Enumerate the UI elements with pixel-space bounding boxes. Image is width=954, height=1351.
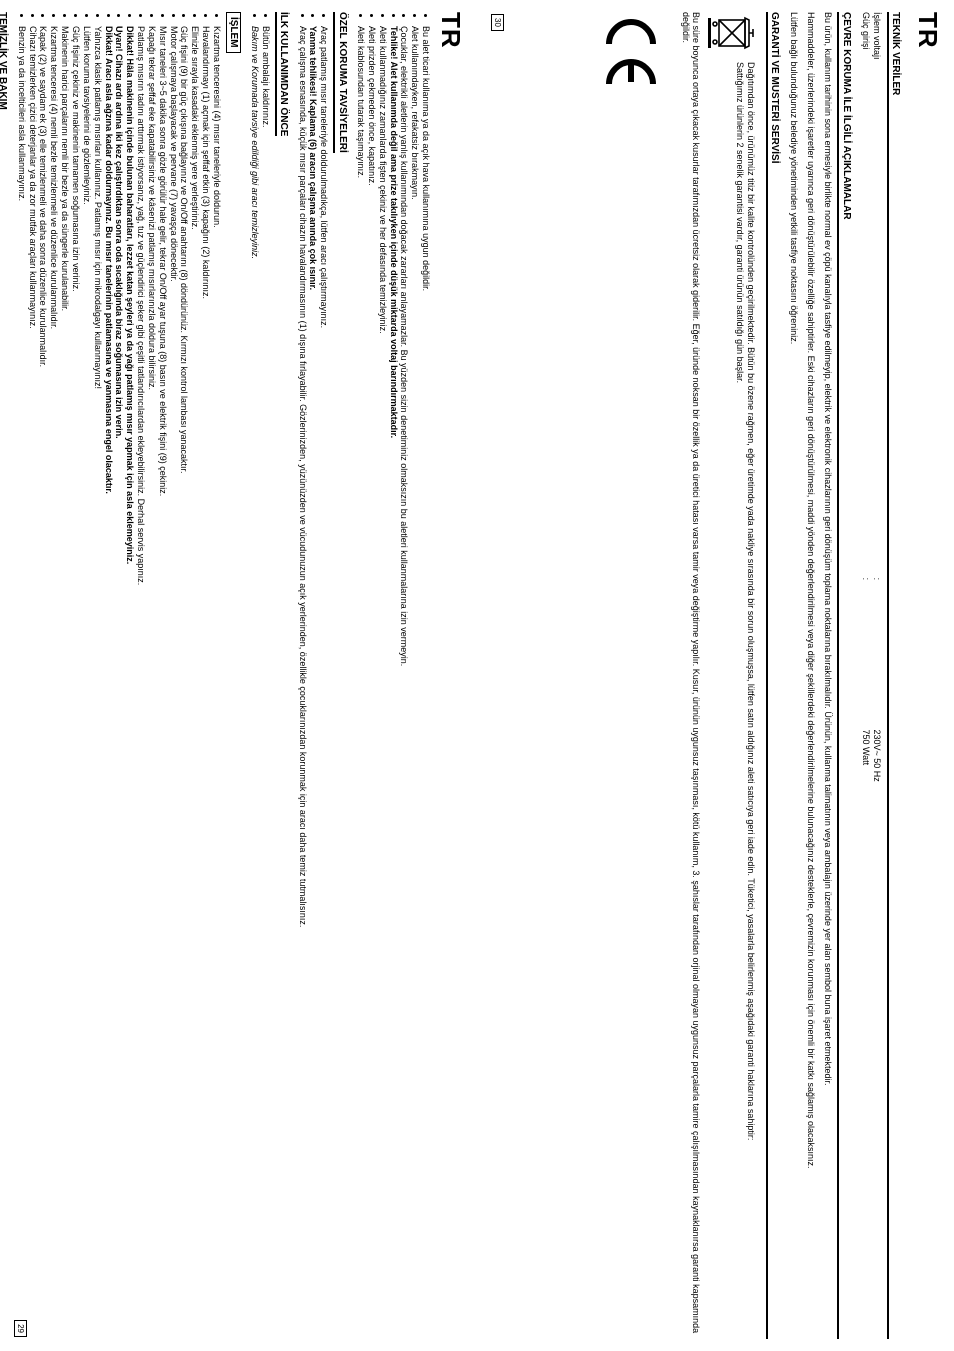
intro-bullets: Bu alet ticari kullanıma ya da açık hava… (356, 12, 431, 1339)
sec-teknik-title: TEKNİK VERİLER (887, 12, 902, 1339)
page-left-content: TR Bu alet ticari kullanıma ya da açık h… (12, 12, 465, 1339)
ilk-b0: Bütün ambalajı kaldırınız. (260, 26, 270, 1339)
intro-b1: Alet kullanımdayken, refakatsiz bırakmay… (410, 26, 420, 1339)
is-b5: Mısır taneleri 3~5 dakika sonra gözle gö… (157, 26, 167, 1339)
cevre-p1: Bu ürün, kullanım tarihinin sona ermesiy… (823, 12, 833, 1339)
is-b4: Motor çalışmaya başlayacak ve pervane (7… (168, 26, 178, 1339)
sec-temizlik-title: TEMİZLİK VE BAKIM (0, 12, 8, 110)
sec-cevre-title: ÇEVRE KORUMA İLE İLGİLİ AÇIKLAMALAR (837, 12, 852, 1339)
weee-row: Dağıtımdan önce, ürünümüz titiz bir kali… (707, 12, 757, 1339)
spec-k0: İşlem voltajı (871, 12, 881, 578)
is-b17: Cihazı temizlerken çizici deterjanlar ya… (27, 26, 37, 1339)
page-right: TR TEKNİK VERİLER İşlem voltajı : 230V~ … (477, 0, 954, 1351)
ozel-b1: Yanma tehlikesi! Kaplama (6) aracın çalı… (308, 26, 318, 1339)
garanti-text: Dağıtımdan önce, ürünümüz titiz bir kali… (733, 62, 757, 1140)
intro-b5: Aleti prizden çekmeden önce, kapatınız. (367, 26, 377, 1339)
spec-k1: Güç girişi (861, 12, 871, 578)
is-b15: Kızartma tenceresi (4) nemli bezle temiz… (49, 26, 59, 1339)
page-num-29: 29 (14, 1320, 27, 1337)
spec-s1: : (861, 578, 871, 730)
sec-islem-title: İŞLEM (226, 12, 242, 53)
country-code: TR (435, 12, 465, 1339)
ozel-b2: Araç çalışma esnasında, küçük mısır parç… (297, 26, 307, 1339)
cevre-p2: Hammaddeler, üzerlerindeki işaretler uya… (806, 12, 816, 1339)
is-b0: Kızartma tenceresini (4) mısır taneleriy… (212, 26, 222, 1339)
ozel-b0: Araç patlamış mısır taneleriyle doldurul… (319, 26, 329, 1339)
spec-row-1: Güç girişi : 750 Watt (861, 12, 871, 1339)
intro-b6: Aleti kablosundan tutarak taşımayınız. (356, 26, 366, 1339)
country-code-r: TR (912, 12, 942, 1339)
sec-ozel-title: ÖZEL KORUMA TAVSİYELERİ (333, 12, 348, 153)
spec-table: İşlem voltajı : 230V~ 50 Hz Güç girişi :… (861, 12, 882, 1339)
garanti-after: Sattığımız ürünlerin 2 senelik garantisi… (734, 62, 744, 1140)
sec-garanti-title: GARANTİ VE MUSTERİ SERVİSİ (766, 12, 781, 1339)
garanti-p2: Bu süre boyunca ortaya çıkacak kusurlar … (680, 12, 701, 1339)
intro-b2: Çocuklar, elektrikli aletlerin yanlış ku… (399, 26, 409, 1339)
is-b2: Elinizle sırayla kasadaki eklenmiş yere … (190, 26, 200, 1339)
ce-mark (601, 12, 659, 1339)
ozel-bullets: Araç patlamış mısır taneleriyle doldurul… (297, 12, 329, 1339)
is-b14: Makinenin harici parçalarını nemli bir b… (60, 26, 70, 1339)
is-b3: Güç fişini (9) bir güç çıkışına bağlayın… (179, 26, 189, 1339)
is-b1: Havalandırmayı (1) açmak için şeffaf etk… (201, 26, 211, 1339)
spec-v0: 230V~ 50 Hz (871, 729, 881, 1339)
weee-bin-icon (707, 12, 757, 54)
spec-row-0: İşlem voltajı : 230V~ 50 Hz (871, 12, 881, 1339)
intro-b3: Tehlike! Alet kullanımda değil ama prize… (388, 26, 398, 1339)
page-left: TR Bu alet ticari kullanıma ya da açık h… (0, 0, 477, 1351)
is-b16: Kapak (2) ve saydam ek (3) elle temizlen… (38, 26, 48, 1339)
is-b10: Dikkat! Aracı asla ağzına kadar doldurma… (103, 26, 113, 1339)
page-right-content: TR TEKNİK VERİLER İşlem voltajı : 230V~ … (489, 12, 942, 1339)
is-b9: Uyarı! Cihazı ardı ardına iki kez çalışt… (114, 26, 124, 1339)
is-b18: Benzin ya da incelticileri asla kullanma… (16, 26, 26, 1339)
is-b11: Yalnızca klasik patlamış mısırları kulla… (92, 26, 102, 1339)
is-b13: Güç fişiniz çekiniz ve makinenin tamamen… (71, 26, 81, 1339)
page-num-30: 30 (491, 14, 504, 31)
spec-v1: 750 Watt (861, 729, 871, 1339)
sec-ilk-title: İLK KULLANIMDAN ÖNCE (275, 12, 290, 136)
garanti-w0: Dağıtımdan önce, ürünümüz titiz bir kali… (746, 62, 756, 1140)
is-b8: Dikkat! Hâla makinenin içinde bulunan ba… (125, 26, 135, 1339)
is-b12: Lütfen koruma tavsiyelerini de gözlemley… (82, 26, 92, 1339)
islem-bullets: Kızartma tenceresini (4) mısır taneleriy… (16, 12, 222, 1339)
is-b6: Kapağı tekrar şeffaf eke kapatabilirsini… (147, 26, 157, 1339)
intro-b0: Bu alet ticari kullanıma ya da açık hava… (421, 26, 431, 1339)
ilk-bullets: Bütün ambalajı kaldırınız. Bakım ve Koru… (249, 12, 270, 1339)
cevre-p3: Lütfen bağlı bulunduğunuz belediye yönet… (788, 12, 798, 1339)
ce-icon (603, 12, 659, 92)
intro-b4: Aleti kullanmadığınız zamanlarda fişten … (377, 26, 387, 1339)
spec-s0: : (871, 578, 881, 730)
is-b7: Patlamış mısırın tadını arttırmak istiyo… (136, 26, 146, 1339)
ilk-b1: Bakım ve Korumada tavsiye edildiği gibi … (249, 26, 259, 1339)
